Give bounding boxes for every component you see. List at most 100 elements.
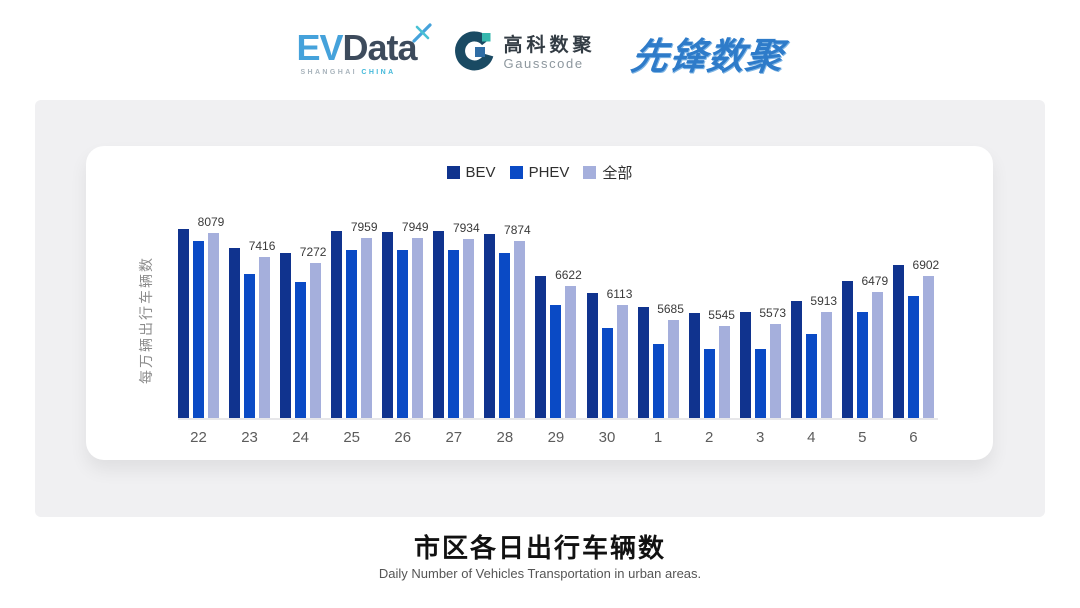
legend-label: 全部 <box>602 165 633 182</box>
gausscode-logo: 高科数聚 Gausscode <box>453 30 596 77</box>
bar-PHEV-24 <box>295 282 307 418</box>
pioneer-wordmark: 先锋数聚 <box>628 36 786 77</box>
bar-全部-24 <box>310 262 322 418</box>
bar-BEV-22 <box>178 228 189 418</box>
x-tick-label-22: 22 <box>190 429 207 446</box>
x-tick-label-28: 28 <box>496 429 514 446</box>
bar-全部-3 <box>769 324 781 418</box>
data-label-28: 7874 <box>504 222 531 237</box>
evdata-wordmark-ev: EV <box>296 27 343 68</box>
bar-全部-29 <box>565 286 577 418</box>
bar-group-3: 5573 3 <box>739 220 786 446</box>
bar-group-5: 6479 5 <box>841 220 888 446</box>
bar-全部-4 <box>820 312 832 418</box>
bar-BEV-25 <box>331 230 343 418</box>
x-tick-label-24: 24 <box>292 429 309 446</box>
data-label-5: 6479 <box>861 273 889 288</box>
x-tick-label-25: 25 <box>343 429 361 446</box>
bar-PHEV-30 <box>601 327 613 418</box>
bar-BEV-6 <box>892 264 904 418</box>
evdata-subtext-china: CHINA <box>361 69 396 76</box>
plot-area: 8079 22 7416 23 7272 24 7959 25 7949 26 7934 27 7874… <box>178 215 939 446</box>
data-label-30: 6113 <box>606 286 633 301</box>
bar-全部-2 <box>718 325 730 418</box>
evdata-subtext: SHANGHAI CHINA <box>300 69 395 76</box>
bar-PHEV-23 <box>244 274 256 418</box>
chart-section: BEV PHEV 全部 每万辆出行车辆数 8079 22 7416 23 7272 24 795… <box>35 100 1045 517</box>
data-label-4: 5913 <box>810 294 838 309</box>
bar-全部-26 <box>412 238 424 418</box>
bar-group-27: 7934 27 <box>433 220 480 446</box>
bar-BEV-1 <box>637 307 649 418</box>
x-tick-label-2: 2 <box>704 429 714 446</box>
bar-BEV-28 <box>484 234 496 418</box>
data-label-25: 7959 <box>350 219 378 234</box>
bar-group-23: 7416 23 <box>229 220 275 446</box>
gausscode-g-icon <box>453 30 495 77</box>
bar-全部-6 <box>922 276 934 418</box>
bar-BEV-27 <box>433 231 445 418</box>
bar-PHEV-29 <box>550 305 562 418</box>
chart-card: BEV PHEV 全部 每万辆出行车辆数 8079 22 7416 23 7272 24 795… <box>86 146 993 460</box>
bar-BEV-26 <box>382 231 394 418</box>
data-label-24: 7272 <box>299 244 327 259</box>
bar-BEV-24 <box>280 253 292 418</box>
bar-BEV-30 <box>586 292 598 418</box>
evdata-wordmark: EVData <box>296 27 417 68</box>
bar-BEV-3 <box>739 311 751 418</box>
bar-PHEV-25 <box>346 249 358 418</box>
bar-PHEV-27 <box>448 249 460 418</box>
x-tick-label-5: 5 <box>858 429 867 446</box>
bar-PHEV-6 <box>907 296 919 418</box>
footer-title: 市区各日出行车辆数 <box>413 533 666 563</box>
x-tick-label-26: 26 <box>394 429 412 446</box>
legend-swatch-icon <box>446 166 460 179</box>
bar-group-4: 5913 4 <box>790 220 837 446</box>
bar-全部-27 <box>463 238 475 418</box>
x-tick-label-4: 4 <box>807 429 816 446</box>
bar-PHEV-28 <box>499 252 511 418</box>
bar-全部-25 <box>361 237 373 418</box>
bar-group-25: 7959 25 <box>331 220 378 446</box>
legend-swatch-icon <box>583 166 597 179</box>
data-label-29: 6622 <box>555 268 582 283</box>
bar-PHEV-22 <box>193 241 204 418</box>
legend-item-PHEV[interactable]: PHEV <box>509 164 569 181</box>
bar-group-26: 7949 26 <box>382 220 429 446</box>
evdata-spark-icon <box>411 22 433 49</box>
bar-BEV-4 <box>790 301 802 418</box>
data-label-26: 7949 <box>401 220 429 234</box>
x-tick-label-29: 29 <box>547 429 565 446</box>
bar-group-29: 6622 29 <box>535 220 582 446</box>
bar-group-24: 7272 24 <box>280 220 326 446</box>
data-label-3: 5573 <box>759 306 787 321</box>
x-tick-label-23: 23 <box>241 429 258 446</box>
bar-全部-5 <box>871 291 883 418</box>
bar-PHEV-2 <box>703 349 715 418</box>
gausscode-text: 高科数聚 Gausscode <box>504 35 596 72</box>
legend-item-BEV[interactable]: BEV <box>446 164 496 181</box>
data-label-27: 7934 <box>452 220 480 235</box>
x-tick-label-1: 1 <box>653 429 663 446</box>
chart-legend: BEV PHEV 全部 <box>86 162 993 183</box>
data-label-2: 5545 <box>708 307 735 322</box>
x-tick-label-3: 3 <box>756 429 765 446</box>
bar-PHEV-26 <box>397 250 409 418</box>
x-tick-label-30: 30 <box>598 429 616 446</box>
bar-PHEV-4 <box>805 333 817 418</box>
data-label-22: 8079 <box>197 215 225 230</box>
bar-BEV-29 <box>535 275 547 418</box>
bar-全部-23 <box>259 257 271 418</box>
bar-group-1: 5685 1 <box>637 220 684 446</box>
bar-全部-22 <box>208 233 219 418</box>
bar-PHEV-1 <box>652 344 664 418</box>
bar-group-2: 5545 2 <box>688 220 735 446</box>
gausscode-name-cn: 高科数聚 <box>503 34 596 56</box>
bar-PHEV-5 <box>856 312 868 418</box>
legend-swatch-icon <box>509 166 523 179</box>
gausscode-name-en: Gausscode <box>503 56 584 72</box>
x-tick-label-27: 27 <box>445 429 463 446</box>
legend-item-全部[interactable]: 全部 <box>583 162 632 183</box>
bar-group-30: 6113 30 <box>586 220 632 446</box>
legend-label: BEV <box>465 164 496 181</box>
